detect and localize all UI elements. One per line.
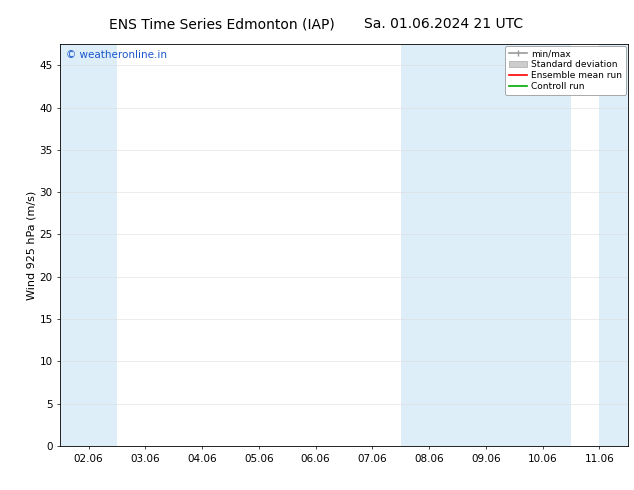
Legend: min/max, Standard deviation, Ensemble mean run, Controll run: min/max, Standard deviation, Ensemble me… — [505, 46, 626, 95]
Bar — [514, 44, 571, 446]
Bar — [60, 44, 117, 446]
Text: ENS Time Series Edmonton (IAP): ENS Time Series Edmonton (IAP) — [109, 17, 335, 31]
Text: Sa. 01.06.2024 21 UTC: Sa. 01.06.2024 21 UTC — [365, 17, 523, 31]
Y-axis label: Wind 925 hPa (m/s): Wind 925 hPa (m/s) — [27, 191, 37, 299]
Bar — [401, 44, 514, 446]
Bar — [599, 44, 628, 446]
Text: © weatheronline.in: © weatheronline.in — [66, 50, 167, 60]
